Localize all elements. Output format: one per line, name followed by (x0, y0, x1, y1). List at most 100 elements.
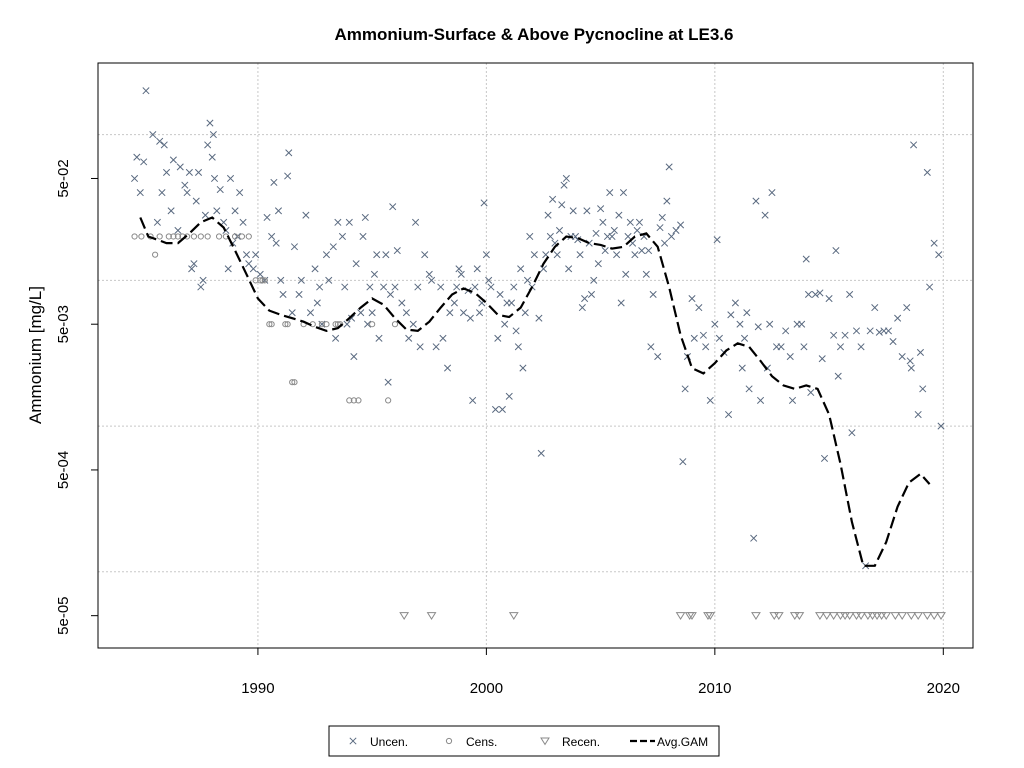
uncensored-point (496, 290, 504, 299)
uncensored-point (209, 131, 217, 139)
uncensored-point (263, 213, 271, 222)
legend-label-3: Avg.GAM (657, 735, 708, 749)
uncensored-point (521, 309, 529, 317)
uncensored-point (738, 364, 746, 372)
uncensored-point (711, 320, 719, 328)
uncensored-point (466, 314, 474, 322)
censored-point (215, 233, 223, 240)
censored-point (190, 233, 198, 240)
uncensored-point (236, 189, 244, 197)
uncensored-point (645, 247, 653, 255)
uncensored-point (341, 283, 349, 291)
uncensored-point (800, 343, 808, 351)
uncensored-point (384, 378, 392, 386)
uncensored-point (169, 156, 177, 164)
uncensored-point (724, 410, 733, 419)
uncensored-point (153, 218, 161, 226)
grid (98, 63, 973, 648)
uncensored-point (158, 189, 166, 197)
uncensored-point (736, 320, 744, 328)
x-tick-label-2: 2010 (698, 680, 731, 697)
uncensored-point (510, 283, 518, 291)
uncensored-point (176, 163, 184, 171)
uncensored-point (487, 283, 495, 291)
uncensored-point (343, 320, 351, 328)
uncensored-point (731, 299, 739, 307)
uncensored-point (766, 320, 774, 328)
uncensored-point (820, 454, 829, 462)
x-tick-label-3: 2020 (927, 680, 960, 697)
uncensored-point (364, 320, 372, 328)
recensored-point (508, 612, 519, 621)
censored-point (391, 321, 399, 328)
y-tick-label-3: 5e-02 (55, 159, 72, 197)
uncensored-point (923, 168, 931, 176)
legend-label-2: Recen. (562, 735, 600, 749)
uncensored-point (894, 314, 902, 322)
censored-point (284, 321, 291, 328)
uncensored-point (295, 290, 303, 299)
uncensored-point (350, 352, 358, 361)
uncensored-point (274, 207, 283, 215)
uncensored-point (919, 385, 927, 393)
uncensored-point (174, 226, 182, 234)
uncensored-point (690, 334, 698, 342)
uncensored-point (715, 334, 723, 342)
uncensored-point (131, 174, 139, 183)
uncensored-point (140, 158, 148, 166)
legend-symbol-cens (445, 737, 453, 745)
censored-point (170, 233, 177, 240)
uncensored-point (526, 232, 534, 241)
uncensored-point (752, 197, 760, 205)
uncensored-point (916, 348, 925, 357)
uncensored-point (505, 392, 513, 400)
uncensored-point (494, 334, 502, 342)
uncensored-point (334, 218, 342, 226)
uncensored-point (311, 265, 319, 273)
censored-point (385, 397, 392, 404)
uncensored-point (587, 290, 596, 299)
uncensored-point (677, 221, 685, 229)
recensored-point (773, 612, 784, 621)
uncensored-point (727, 311, 735, 319)
uncensored-point (574, 236, 582, 244)
uncensored-point (590, 276, 598, 284)
censored-point (152, 251, 159, 258)
uncensored-point (475, 309, 484, 317)
uncensored-point (302, 211, 310, 219)
uncensored-point (231, 207, 239, 215)
uncensored-point (256, 270, 264, 278)
uncensored-point (926, 283, 934, 291)
censored-point (245, 233, 252, 240)
uncensored-point (519, 364, 527, 372)
uncensored-point (270, 178, 278, 186)
censored-point (197, 233, 204, 240)
uncensored-point (498, 405, 506, 414)
censored-point (156, 233, 163, 240)
uncensored-point (414, 283, 422, 291)
uncensored-point (811, 290, 819, 299)
recensored-point (794, 612, 805, 621)
uncensored-point (425, 270, 433, 278)
uncensored-point (601, 247, 609, 255)
recensored-point (821, 612, 832, 621)
uncensored-point (848, 429, 856, 437)
recensored-point (856, 612, 866, 621)
uncensored-point (871, 304, 879, 312)
uncensored-point (743, 309, 751, 317)
recensored-point (913, 612, 924, 621)
uncensored-point (626, 218, 634, 226)
censored-point (332, 321, 339, 328)
uncensored-point (290, 243, 299, 251)
uncensored-point (930, 239, 938, 247)
censored-point (350, 397, 357, 404)
uncensored-point (560, 181, 568, 189)
y-axis: 5e-05 5e-04 5e-03 5e-02 (55, 159, 98, 635)
y-tick-label-0: 5e-05 (55, 596, 72, 634)
recensored-point (881, 612, 892, 621)
uncensored-point (830, 331, 838, 339)
uncensored-point (208, 153, 216, 161)
uncensored-point (663, 197, 671, 205)
uncensored-point (471, 283, 479, 291)
uncensored-point (768, 189, 776, 197)
